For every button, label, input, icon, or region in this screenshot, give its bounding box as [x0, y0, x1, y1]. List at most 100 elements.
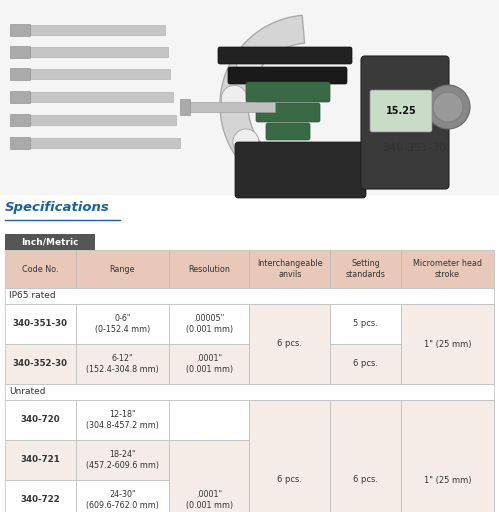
- Bar: [5, 288, 494, 304]
- Bar: [76, 250, 169, 288]
- FancyBboxPatch shape: [235, 142, 366, 198]
- Circle shape: [237, 50, 262, 76]
- Text: 6-12"
(152.4-304.8 mm): 6-12" (152.4-304.8 mm): [86, 354, 159, 374]
- Bar: [401, 304, 494, 384]
- Bar: [330, 400, 401, 512]
- Bar: [5, 384, 494, 400]
- Bar: [10, 91, 30, 103]
- Bar: [76, 440, 169, 480]
- Bar: [330, 304, 401, 344]
- Bar: [28, 92, 173, 102]
- Bar: [169, 480, 250, 512]
- Circle shape: [221, 86, 248, 112]
- Text: Resolution: Resolution: [188, 265, 230, 273]
- Bar: [401, 250, 494, 288]
- Text: Micrometer head
stroke: Micrometer head stroke: [413, 259, 482, 279]
- Text: .0001"
(0.001 mm): .0001" (0.001 mm): [186, 490, 233, 510]
- Bar: [28, 138, 180, 148]
- Bar: [76, 304, 169, 344]
- Bar: [10, 24, 30, 36]
- Text: Specifications: Specifications: [5, 201, 110, 214]
- Bar: [10, 137, 30, 149]
- Bar: [28, 47, 168, 57]
- Bar: [169, 440, 250, 512]
- Text: 340-721: 340-721: [20, 456, 60, 464]
- Text: 5 pcs.: 5 pcs.: [353, 319, 378, 329]
- Bar: [76, 480, 169, 512]
- Bar: [330, 480, 401, 512]
- Bar: [330, 440, 401, 480]
- Bar: [5, 480, 76, 512]
- Bar: [401, 440, 494, 480]
- Text: 15.25: 15.25: [386, 106, 416, 116]
- Text: 12-18"
(304.8-457.2 mm): 12-18" (304.8-457.2 mm): [86, 410, 159, 430]
- Bar: [28, 25, 165, 35]
- Text: 6 pcs.: 6 pcs.: [353, 476, 378, 484]
- Bar: [5, 234, 95, 250]
- Text: .0001"
(0.001 mm): .0001" (0.001 mm): [186, 354, 233, 374]
- Bar: [401, 400, 494, 512]
- Polygon shape: [220, 15, 304, 195]
- Bar: [401, 344, 494, 384]
- Bar: [169, 344, 250, 384]
- Text: 340-352-30: 340-352-30: [13, 359, 68, 369]
- Bar: [169, 304, 250, 344]
- Bar: [330, 400, 401, 440]
- FancyBboxPatch shape: [266, 123, 310, 140]
- Bar: [180, 99, 190, 115]
- Text: Code No.: Code No.: [22, 265, 59, 273]
- Text: Range: Range: [110, 265, 135, 273]
- FancyBboxPatch shape: [361, 56, 449, 189]
- Bar: [330, 344, 401, 384]
- Text: 0-6"
(0-152.4 mm): 0-6" (0-152.4 mm): [95, 314, 150, 334]
- Bar: [5, 304, 76, 344]
- Text: 6 pcs.: 6 pcs.: [277, 339, 302, 349]
- FancyBboxPatch shape: [218, 47, 352, 64]
- Bar: [28, 115, 176, 125]
- Bar: [250, 480, 330, 512]
- Bar: [5, 440, 76, 480]
- Bar: [250, 304, 330, 384]
- Text: 6 pcs.: 6 pcs.: [277, 476, 302, 484]
- Bar: [250, 250, 330, 288]
- Text: 340-351-30: 340-351-30: [13, 319, 68, 329]
- Bar: [401, 304, 494, 344]
- FancyBboxPatch shape: [370, 90, 432, 132]
- Bar: [5, 250, 76, 288]
- Text: .00005"
(0.001 mm): .00005" (0.001 mm): [186, 314, 233, 334]
- Circle shape: [433, 92, 463, 122]
- Text: 6 pcs.: 6 pcs.: [353, 359, 378, 369]
- Text: Setting
standards: Setting standards: [346, 259, 386, 279]
- Bar: [250, 440, 330, 480]
- Text: 24-30"
(609.6-762.0 mm): 24-30" (609.6-762.0 mm): [86, 490, 159, 510]
- Bar: [401, 400, 494, 440]
- Bar: [401, 480, 494, 512]
- Bar: [76, 344, 169, 384]
- Text: 1" (25 mm): 1" (25 mm): [424, 339, 471, 349]
- Bar: [185, 102, 275, 112]
- Text: 340-351-30: 340-351-30: [382, 143, 446, 153]
- Bar: [76, 400, 169, 440]
- Bar: [10, 46, 30, 58]
- Bar: [28, 69, 170, 79]
- FancyBboxPatch shape: [228, 67, 347, 84]
- Circle shape: [426, 85, 470, 129]
- FancyBboxPatch shape: [246, 82, 330, 102]
- Bar: [169, 400, 250, 440]
- Text: 340-722: 340-722: [20, 496, 60, 504]
- FancyBboxPatch shape: [256, 103, 320, 122]
- Bar: [169, 250, 250, 288]
- Bar: [0, 0, 499, 195]
- Bar: [5, 344, 76, 384]
- Text: 340-720: 340-720: [20, 416, 60, 424]
- Text: Unrated: Unrated: [9, 388, 45, 396]
- Bar: [5, 400, 76, 440]
- Bar: [250, 344, 330, 384]
- Text: 18-24"
(457.2-609.6 mm): 18-24" (457.2-609.6 mm): [86, 450, 159, 470]
- Bar: [250, 400, 330, 440]
- Bar: [330, 250, 401, 288]
- Bar: [10, 114, 30, 126]
- Bar: [10, 68, 30, 80]
- Text: Inch/Metric: Inch/Metric: [21, 238, 79, 246]
- Bar: [250, 304, 330, 344]
